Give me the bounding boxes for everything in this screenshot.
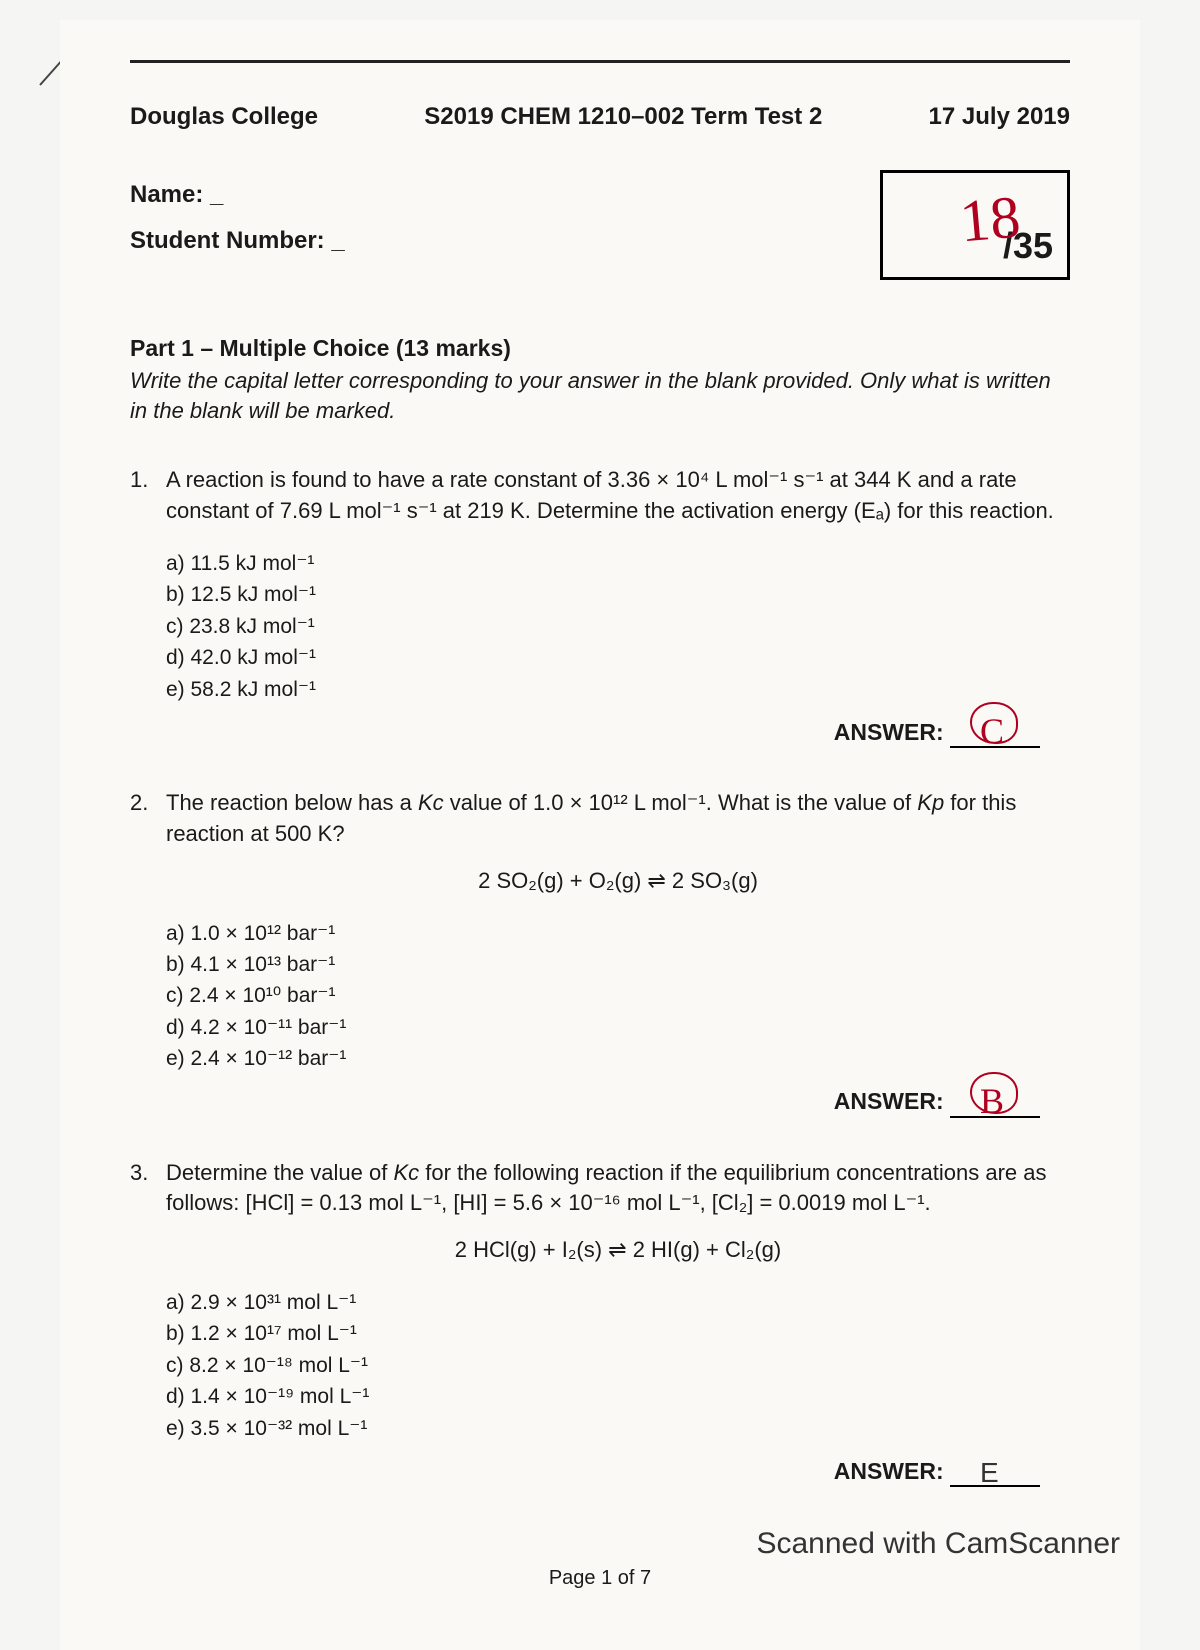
q1-number: 1. <box>130 465 166 748</box>
question-3: 3. Determine the value of Kc for the fol… <box>130 1158 1070 1488</box>
q3-opt-e: e) 3.5 × 10⁻³² mol L⁻¹ <box>166 1414 1070 1443</box>
q2-opt-c: c) 2.4 × 10¹⁰ bar⁻¹ <box>166 981 1070 1010</box>
q3-number: 3. <box>130 1158 166 1488</box>
q2-options: a) 1.0 × 10¹² bar⁻¹ b) 4.1 × 10¹³ bar⁻¹ … <box>166 919 1070 1074</box>
q2-text: The reaction below has a Kc value of 1.0… <box>166 788 1070 850</box>
question-2: 2. The reaction below has a Kc value of … <box>130 788 1070 1118</box>
q1-opt-c: c) 23.8 kJ mol⁻¹ <box>166 612 1070 641</box>
q1-answer-row: ANSWER: C <box>166 716 1070 748</box>
q3-options: a) 2.9 × 10³¹ mol L⁻¹ b) 1.2 × 10¹⁷ mol … <box>166 1288 1070 1443</box>
q2-equation: 2 SO₂(g) + O₂(g) ⇌ 2 SO₃(g) <box>166 866 1070 897</box>
q2-hw-answer: B <box>980 1076 1004 1126</box>
college-name: Douglas College <box>130 103 318 131</box>
q3-equation: 2 HCl(g) + I₂(s) ⇌ 2 HI(g) + Cl₂(g) <box>166 1235 1070 1266</box>
q1-text: A reaction is found to have a rate const… <box>166 465 1070 527</box>
question-1: 1. A reaction is found to have a rate co… <box>130 465 1070 748</box>
q3-opt-b: b) 1.2 × 10¹⁷ mol L⁻¹ <box>166 1319 1070 1348</box>
q1-opt-d: d) 42.0 kJ mol⁻¹ <box>166 643 1070 672</box>
q2-answer-row: ANSWER: B <box>166 1085 1070 1117</box>
q1-hw-answer: C <box>980 706 1004 756</box>
q1-answer-blank: C <box>950 722 1040 748</box>
page-footer: Page 1 of 7 <box>130 1567 1070 1590</box>
q2-answer-blank: B <box>950 1092 1040 1118</box>
q3-answer-row: ANSWER: E <box>166 1455 1070 1487</box>
q1-opt-e: e) 58.2 kJ mol⁻¹ <box>166 675 1070 704</box>
q2-opt-a: a) 1.0 × 10¹² bar⁻¹ <box>166 919 1070 948</box>
camscanner-watermark: Scanned with CamScanner <box>756 1527 1120 1561</box>
q2-opt-d: d) 4.2 × 10⁻¹¹ bar⁻¹ <box>166 1013 1070 1042</box>
q1-opt-b: b) 12.5 kJ mol⁻¹ <box>166 580 1070 609</box>
exam-date: 17 July 2019 <box>929 103 1070 131</box>
q3-hw-answer: E <box>980 1453 999 1492</box>
q1-options: a) 11.5 kJ mol⁻¹ b) 12.5 kJ mol⁻¹ c) 23.… <box>166 549 1070 704</box>
q3-opt-c: c) 8.2 × 10⁻¹⁸ mol L⁻¹ <box>166 1351 1070 1380</box>
handwritten-score: 18 <box>957 183 1023 257</box>
q2-answer-label: ANSWER: <box>834 1088 944 1114</box>
q2-opt-b: b) 4.1 × 10¹³ bar⁻¹ <box>166 950 1070 979</box>
q3-opt-d: d) 1.4 × 10⁻¹⁹ mol L⁻¹ <box>166 1382 1070 1411</box>
q2-number: 2. <box>130 788 166 1118</box>
q2-opt-e: e) 2.4 × 10⁻¹² bar⁻¹ <box>166 1044 1070 1073</box>
q1-answer-label: ANSWER: <box>834 719 944 745</box>
q1-opt-a: a) 11.5 kJ mol⁻¹ <box>166 549 1070 578</box>
q3-opt-a: a) 2.9 × 10³¹ mol L⁻¹ <box>166 1288 1070 1317</box>
header-row: Douglas College S2019 CHEM 1210–002 Term… <box>130 103 1070 131</box>
exam-page: Douglas College S2019 CHEM 1210–002 Term… <box>60 20 1140 1650</box>
q3-answer-blank: E <box>950 1461 1040 1487</box>
top-rule <box>130 60 1070 63</box>
part1-title: Part 1 – Multiple Choice (13 marks) <box>130 335 1070 362</box>
q3-answer-label: ANSWER: <box>834 1458 944 1484</box>
course-title: S2019 CHEM 1210–002 Term Test 2 <box>424 103 822 131</box>
q3-text: Determine the value of Kc for the follow… <box>166 1158 1070 1220</box>
part1-instructions: Write the capital letter corresponding t… <box>130 366 1070 425</box>
